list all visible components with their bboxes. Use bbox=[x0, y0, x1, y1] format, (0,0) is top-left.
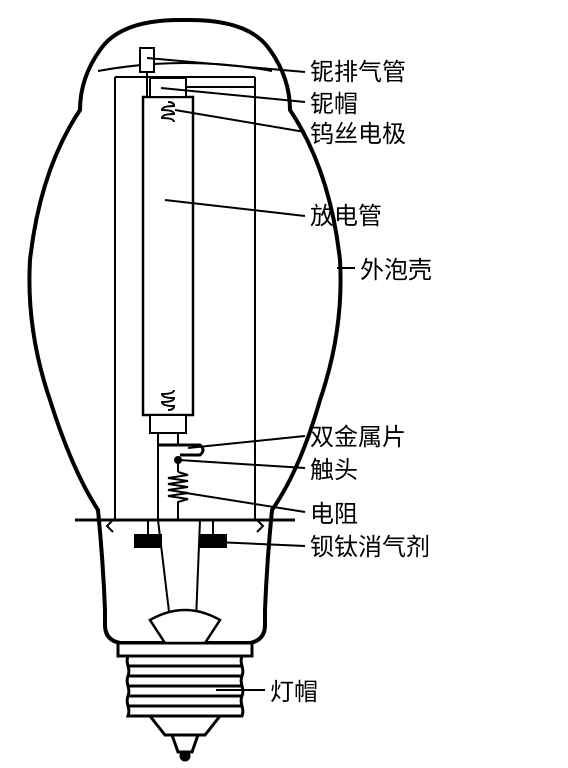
lamp-diagram bbox=[0, 0, 568, 768]
label-discharge-tube: 放电管 bbox=[310, 204, 382, 230]
label-lamp-cap: 灯帽 bbox=[270, 680, 318, 706]
label-outer-envelope: 外泡壳 bbox=[360, 258, 432, 284]
label-bimetal-strip: 双金属片 bbox=[310, 425, 406, 451]
label-nb-exhaust-tube: 铌排气管 bbox=[310, 60, 406, 86]
label-resistor: 电阻 bbox=[310, 502, 358, 528]
label-contact: 触头 bbox=[310, 458, 358, 484]
label-bati-getter: 钡钛消气剂 bbox=[310, 535, 430, 561]
label-tungsten-electrode: 钨丝电极 bbox=[310, 122, 406, 148]
lamp-cap-shape bbox=[118, 643, 252, 760]
label-nb-cap: 铌帽 bbox=[310, 92, 358, 118]
discharge-tube-shape bbox=[143, 97, 193, 415]
